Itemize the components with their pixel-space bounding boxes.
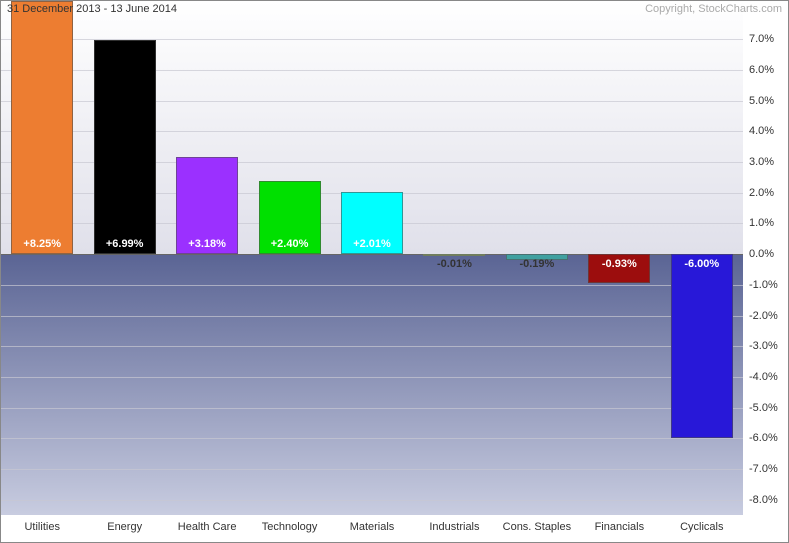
x-tick-label: Industrials — [429, 521, 479, 533]
y-tick-label: 2.0% — [749, 187, 774, 199]
bar-value-label: +8.25% — [11, 238, 73, 250]
y-tick-label: 1.0% — [749, 217, 774, 229]
x-tick-label: Cons. Staples — [503, 521, 571, 533]
bar-utilities — [11, 1, 73, 254]
y-tick-label: -3.0% — [749, 340, 778, 352]
y-tick-label: 5.0% — [749, 95, 774, 107]
y-tick-label: -7.0% — [749, 463, 778, 475]
x-tick-label: Materials — [350, 521, 395, 533]
x-tick-label: Utilities — [24, 521, 59, 533]
bar-industrials — [423, 254, 485, 256]
y-tick-label: -2.0% — [749, 310, 778, 322]
x-tick-label: Cyclicals — [680, 521, 723, 533]
chart-header: 31 December 2013 - 13 June 2014 Copyrigh… — [7, 3, 782, 15]
y-tick-label: 0.0% — [749, 248, 774, 260]
chart-container: 31 December 2013 - 13 June 2014 Copyrigh… — [0, 0, 789, 543]
bar-value-label: -6.00% — [671, 258, 733, 270]
y-tick-label: 6.0% — [749, 64, 774, 76]
bar-value-label: -0.19% — [506, 258, 568, 270]
bar-value-label: +2.40% — [259, 238, 321, 250]
bar-value-label: -0.01% — [423, 258, 485, 270]
y-tick-label: -4.0% — [749, 371, 778, 383]
copyright-text: Copyright, StockCharts.com — [645, 3, 782, 15]
y-tick-label: 4.0% — [749, 125, 774, 137]
x-tick-label: Health Care — [178, 521, 237, 533]
bar-energy — [94, 40, 156, 254]
bar-cyclicals — [671, 254, 733, 438]
x-tick-label: Financials — [595, 521, 645, 533]
plot-area: +8.25% +6.99% +3.18% +2.40% +2.01% -0.01% -0.1… — [1, 1, 743, 515]
bar-value-label: +2.01% — [341, 238, 403, 250]
x-tick-label: Energy — [107, 521, 142, 533]
y-tick-label: 7.0% — [749, 33, 774, 45]
bar-value-label: +3.18% — [176, 238, 238, 250]
y-tick-label: -5.0% — [749, 402, 778, 414]
y-tick-label: -6.0% — [749, 432, 778, 444]
bar-value-label: -0.93% — [588, 258, 650, 270]
y-tick-label: -1.0% — [749, 279, 778, 291]
date-range: 31 December 2013 - 13 June 2014 — [7, 3, 177, 15]
y-tick-label: -8.0% — [749, 494, 778, 506]
y-tick-label: 3.0% — [749, 156, 774, 168]
x-tick-label: Technology — [262, 521, 318, 533]
bar-value-label: +6.99% — [94, 238, 156, 250]
